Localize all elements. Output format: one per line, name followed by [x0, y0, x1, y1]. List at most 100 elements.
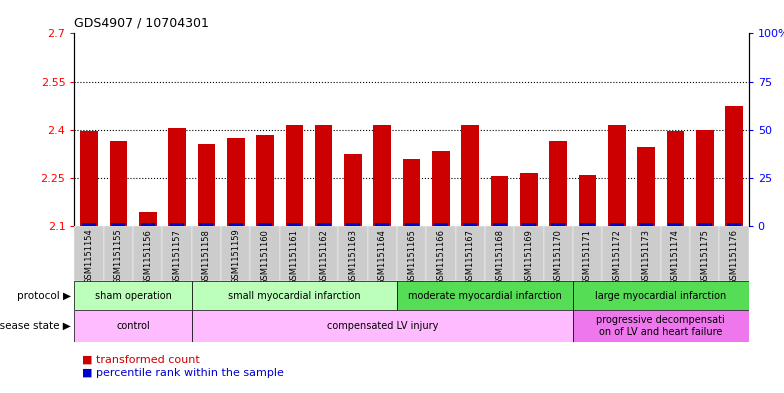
Bar [579, 174, 597, 226]
Text: GSM1151171: GSM1151171 [583, 229, 592, 285]
Text: GSM1151155: GSM1151155 [114, 229, 123, 285]
Text: GSM1151175: GSM1151175 [700, 229, 710, 285]
Text: GSM1151174: GSM1151174 [671, 229, 680, 285]
Bar [80, 131, 98, 226]
Text: GSM1151173: GSM1151173 [641, 229, 651, 285]
Text: GSM1151172: GSM1151172 [612, 229, 621, 285]
Text: protocol ▶: protocol ▶ [16, 291, 71, 301]
Text: GSM1151161: GSM1151161 [290, 229, 299, 285]
Bar [285, 125, 303, 226]
Text: large myocardial infarction: large myocardial infarction [595, 291, 727, 301]
Bar [492, 223, 506, 226]
Bar [256, 134, 274, 226]
Bar [227, 138, 245, 226]
Bar [250, 226, 280, 281]
Text: GSM1151168: GSM1151168 [495, 229, 504, 285]
Bar [192, 310, 573, 342]
Bar [602, 226, 631, 281]
Text: GSM1151170: GSM1151170 [554, 229, 563, 285]
Bar [82, 223, 96, 226]
Bar [192, 281, 397, 310]
Text: GSM1151163: GSM1151163 [348, 229, 358, 285]
Bar [110, 141, 127, 226]
Text: GSM1151162: GSM1151162 [319, 229, 328, 285]
Bar [346, 223, 360, 226]
Text: GSM1151176: GSM1151176 [730, 229, 739, 285]
Bar [639, 223, 653, 226]
Bar [169, 128, 186, 226]
Bar [463, 223, 477, 226]
Bar [397, 281, 573, 310]
Bar [522, 223, 536, 226]
Text: GSM1151156: GSM1151156 [143, 229, 152, 285]
Bar [637, 147, 655, 226]
Text: small myocardial infarction: small myocardial infarction [228, 291, 361, 301]
Bar [192, 226, 221, 281]
Bar [162, 226, 192, 281]
Bar [573, 226, 602, 281]
Bar [698, 223, 712, 226]
Bar [74, 310, 192, 342]
Bar [199, 223, 213, 226]
Bar [111, 223, 125, 226]
Bar [462, 125, 479, 226]
Bar [368, 226, 397, 281]
Bar [376, 223, 390, 226]
Bar [514, 226, 543, 281]
Bar [727, 223, 741, 226]
Bar [720, 226, 749, 281]
Text: GSM1151154: GSM1151154 [85, 229, 93, 285]
Bar [315, 125, 332, 226]
Text: GSM1151165: GSM1151165 [407, 229, 416, 285]
Bar [666, 131, 684, 226]
Bar [725, 106, 743, 226]
Bar [139, 211, 157, 226]
Bar [631, 226, 661, 281]
Bar [280, 226, 309, 281]
Bar [74, 281, 192, 310]
Bar [551, 223, 565, 226]
Bar [491, 176, 508, 226]
Text: progressive decompensati
on of LV and heart failure: progressive decompensati on of LV and he… [597, 316, 725, 337]
Bar [198, 144, 215, 226]
Text: GSM1151158: GSM1151158 [202, 229, 211, 285]
Text: ■ percentile rank within the sample: ■ percentile rank within the sample [82, 368, 284, 378]
Bar [550, 141, 567, 226]
Text: GSM1151159: GSM1151159 [231, 229, 240, 285]
Bar [170, 223, 184, 226]
Text: control: control [116, 321, 150, 331]
Bar [405, 223, 419, 226]
Text: GSM1151157: GSM1151157 [172, 229, 182, 285]
Bar [573, 281, 749, 310]
Text: GSM1151167: GSM1151167 [466, 229, 475, 285]
Bar [339, 226, 368, 281]
Text: disease state ▶: disease state ▶ [0, 321, 71, 331]
Bar [573, 310, 749, 342]
Bar [317, 223, 331, 226]
Text: GDS4907 / 10704301: GDS4907 / 10704301 [74, 17, 209, 29]
Bar [74, 226, 103, 281]
Bar [373, 125, 391, 226]
Bar [258, 223, 272, 226]
Bar [456, 226, 485, 281]
Bar [103, 226, 133, 281]
Bar [432, 151, 450, 226]
Text: sham operation: sham operation [95, 291, 172, 301]
Bar [669, 223, 682, 226]
Bar [221, 226, 250, 281]
Bar [403, 159, 420, 226]
Text: GSM1151166: GSM1151166 [437, 229, 445, 285]
Bar [397, 226, 426, 281]
Bar [580, 223, 594, 226]
Bar [610, 223, 624, 226]
Bar [141, 223, 154, 226]
Bar [690, 226, 720, 281]
Bar [344, 154, 361, 226]
Text: GSM1151169: GSM1151169 [524, 229, 533, 285]
Text: moderate myocardial infarction: moderate myocardial infarction [408, 291, 562, 301]
Bar [608, 125, 626, 226]
Bar [229, 223, 243, 226]
Bar [696, 130, 713, 226]
Text: GSM1151164: GSM1151164 [378, 229, 387, 285]
Bar [543, 226, 573, 281]
